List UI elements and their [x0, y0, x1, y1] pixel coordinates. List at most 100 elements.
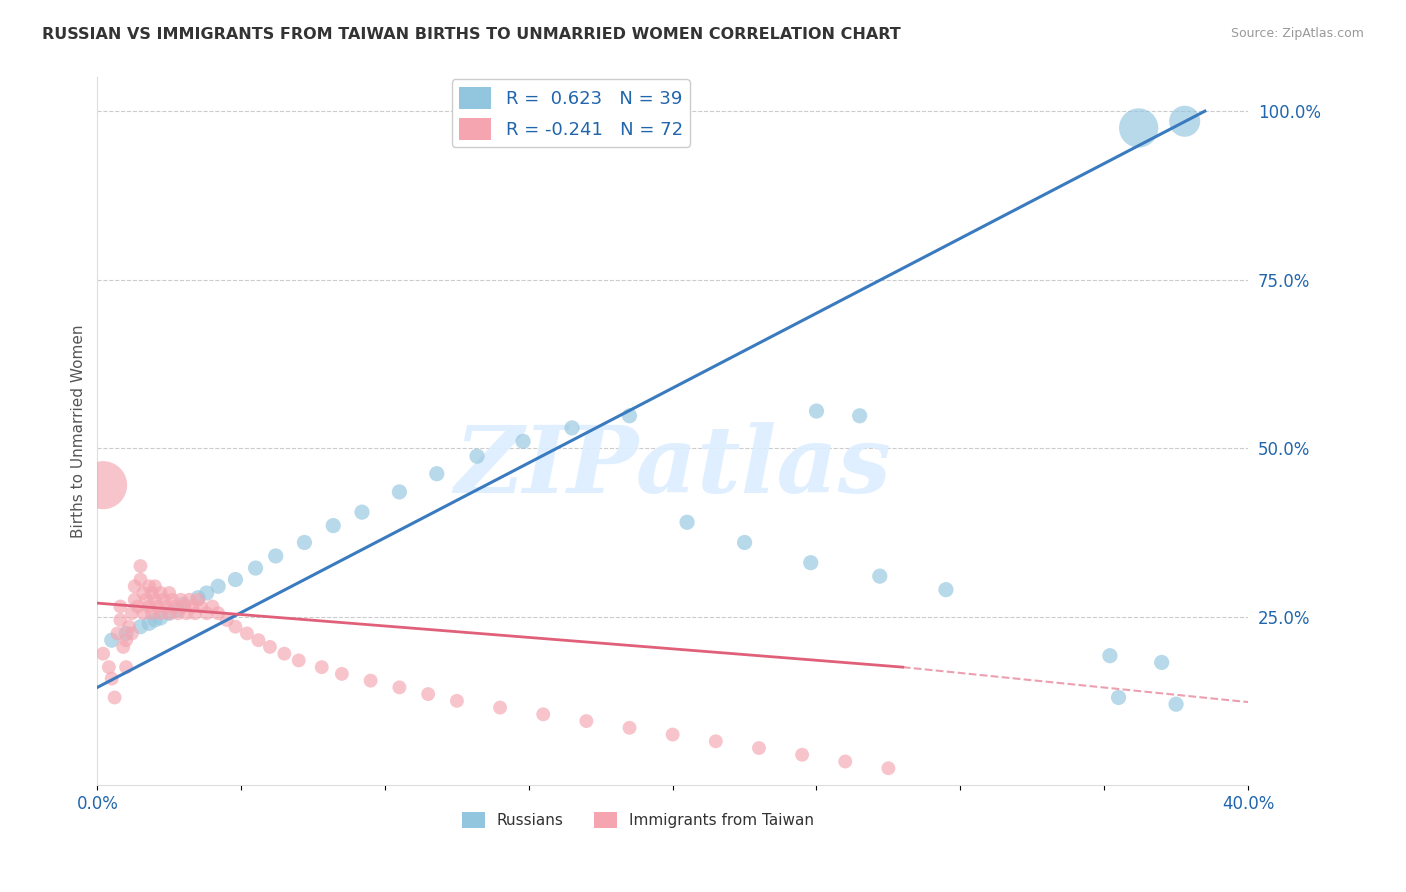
Point [1174, 114, 1197, 128]
Point [100, 672, 122, 686]
Point [107, 626, 129, 640]
Point [127, 599, 149, 614]
Point [115, 660, 138, 674]
Point [104, 690, 127, 705]
Point [388, 484, 411, 499]
Point [149, 586, 172, 600]
Point [157, 606, 180, 620]
Point [360, 673, 382, 688]
Point [100, 633, 122, 648]
Text: RUSSIAN VS IMMIGRANTS FROM TAIWAN BIRTHS TO UNMARRIED WOMEN CORRELATION CHART: RUSSIAN VS IMMIGRANTS FROM TAIWAN BIRTHS… [42, 27, 901, 42]
Point [273, 647, 295, 661]
Point [426, 467, 449, 481]
Point [121, 626, 143, 640]
Point [704, 734, 727, 748]
Point [195, 586, 218, 600]
Point [869, 569, 891, 583]
Legend: Russians, Immigrants from Taiwan: Russians, Immigrants from Taiwan [456, 805, 821, 834]
Point [187, 591, 209, 605]
Point [322, 518, 344, 533]
Point [115, 633, 138, 648]
Point [149, 611, 172, 625]
Point [143, 592, 166, 607]
Point [848, 409, 870, 423]
Point [176, 606, 198, 620]
Point [124, 579, 146, 593]
Point [138, 616, 160, 631]
Point [160, 592, 183, 607]
Point [259, 640, 281, 654]
Point [167, 603, 190, 617]
Point [446, 694, 468, 708]
Point [195, 606, 218, 620]
Point [149, 606, 172, 620]
Point [179, 592, 201, 607]
Point [676, 515, 699, 529]
Point [800, 556, 823, 570]
Point [619, 721, 641, 735]
Point [489, 700, 512, 714]
Point [97, 660, 120, 674]
Point [163, 599, 186, 614]
Point [112, 640, 135, 654]
Point [224, 573, 246, 587]
Point [110, 599, 132, 614]
Point [1150, 656, 1173, 670]
Point [138, 579, 160, 593]
Point [734, 535, 756, 549]
Point [224, 620, 246, 634]
Point [207, 579, 229, 593]
Point [184, 606, 207, 620]
Point [531, 707, 554, 722]
Point [152, 592, 174, 607]
Point [294, 535, 316, 549]
Point [790, 747, 813, 762]
Point [264, 549, 287, 563]
Point [350, 505, 373, 519]
Point [247, 633, 270, 648]
Point [141, 606, 163, 620]
Point [388, 681, 411, 695]
Point [143, 579, 166, 593]
Point [124, 592, 146, 607]
Point [91, 647, 114, 661]
Point [190, 599, 212, 614]
Point [619, 409, 641, 423]
Point [287, 653, 309, 667]
Point [121, 606, 143, 620]
Point [129, 573, 152, 587]
Point [935, 582, 957, 597]
Point [330, 666, 353, 681]
Point [170, 592, 193, 607]
Point [245, 561, 267, 575]
Point [531, 114, 554, 128]
Text: Source: ZipAtlas.com: Source: ZipAtlas.com [1230, 27, 1364, 40]
Point [575, 714, 598, 728]
Point [173, 598, 195, 612]
Point [155, 599, 177, 614]
Point [561, 421, 583, 435]
Point [167, 606, 190, 620]
Point [157, 586, 180, 600]
Point [748, 741, 770, 756]
Point [141, 586, 163, 600]
Point [143, 613, 166, 627]
Point [806, 404, 828, 418]
Point [118, 620, 141, 634]
Point [187, 592, 209, 607]
Point [146, 599, 169, 614]
Point [1098, 648, 1121, 663]
Point [512, 434, 534, 449]
Point [129, 559, 152, 574]
Point [661, 727, 683, 741]
Point [132, 606, 155, 620]
Point [207, 606, 229, 620]
Point [215, 613, 238, 627]
Point [236, 626, 259, 640]
Point [138, 599, 160, 614]
Point [877, 761, 900, 775]
Point [110, 613, 132, 627]
Point [135, 592, 157, 607]
Point [173, 599, 195, 614]
Point [201, 599, 224, 614]
